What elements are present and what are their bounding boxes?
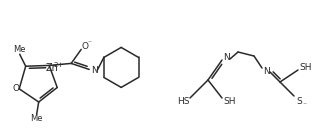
Text: Me: Me	[13, 45, 26, 54]
Text: N: N	[91, 66, 97, 75]
Text: 2+: 2+	[54, 62, 64, 68]
Text: SH: SH	[300, 63, 312, 71]
Text: Me: Me	[31, 115, 43, 123]
Text: ⁻: ⁻	[87, 38, 91, 47]
Text: S: S	[296, 96, 302, 106]
Text: N: N	[264, 66, 270, 75]
Text: HS: HS	[177, 97, 189, 106]
Text: N: N	[224, 54, 230, 63]
Text: Zn: Zn	[46, 63, 59, 73]
Text: ⁻: ⁻	[302, 100, 306, 110]
Text: O: O	[13, 84, 20, 93]
Text: O: O	[82, 42, 89, 51]
Text: SH: SH	[224, 97, 236, 106]
